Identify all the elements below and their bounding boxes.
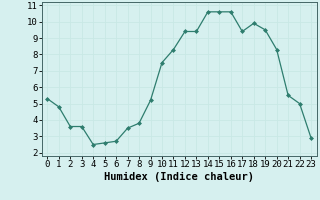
X-axis label: Humidex (Indice chaleur): Humidex (Indice chaleur) [104, 172, 254, 182]
